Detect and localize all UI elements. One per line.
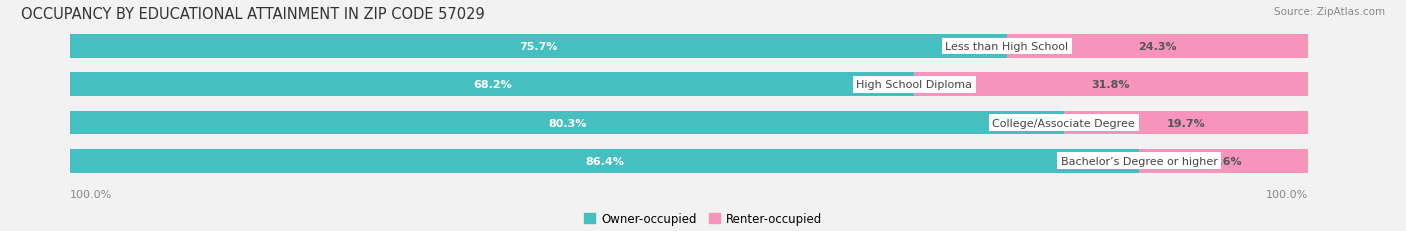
- Text: 80.3%: 80.3%: [548, 118, 586, 128]
- Text: Source: ZipAtlas.com: Source: ZipAtlas.com: [1274, 7, 1385, 17]
- Text: 13.6%: 13.6%: [1204, 156, 1243, 166]
- Bar: [70, 111, 1308, 135]
- Bar: [70, 73, 1308, 97]
- Bar: [70, 73, 914, 97]
- Text: 68.2%: 68.2%: [472, 80, 512, 90]
- Bar: [1064, 111, 1308, 135]
- Bar: [914, 73, 1308, 97]
- Bar: [70, 149, 1139, 173]
- Text: 31.8%: 31.8%: [1091, 80, 1130, 90]
- Bar: [70, 111, 1064, 135]
- Text: 75.7%: 75.7%: [519, 42, 558, 52]
- Bar: [1139, 149, 1308, 173]
- Text: 19.7%: 19.7%: [1167, 118, 1205, 128]
- Bar: [70, 149, 1308, 173]
- Text: 24.3%: 24.3%: [1137, 42, 1177, 52]
- Text: Bachelor’s Degree or higher: Bachelor’s Degree or higher: [1062, 156, 1218, 166]
- Text: 86.4%: 86.4%: [585, 156, 624, 166]
- Text: OCCUPANCY BY EDUCATIONAL ATTAINMENT IN ZIP CODE 57029: OCCUPANCY BY EDUCATIONAL ATTAINMENT IN Z…: [21, 7, 485, 22]
- Bar: [70, 35, 1007, 59]
- Bar: [1007, 35, 1308, 59]
- Bar: [70, 35, 1308, 59]
- Legend: Owner-occupied, Renter-occupied: Owner-occupied, Renter-occupied: [583, 212, 823, 225]
- Text: 100.0%: 100.0%: [1265, 189, 1308, 199]
- Text: 100.0%: 100.0%: [70, 189, 112, 199]
- Text: College/Associate Degree: College/Associate Degree: [993, 118, 1135, 128]
- Text: High School Diploma: High School Diploma: [856, 80, 972, 90]
- Text: Less than High School: Less than High School: [945, 42, 1069, 52]
